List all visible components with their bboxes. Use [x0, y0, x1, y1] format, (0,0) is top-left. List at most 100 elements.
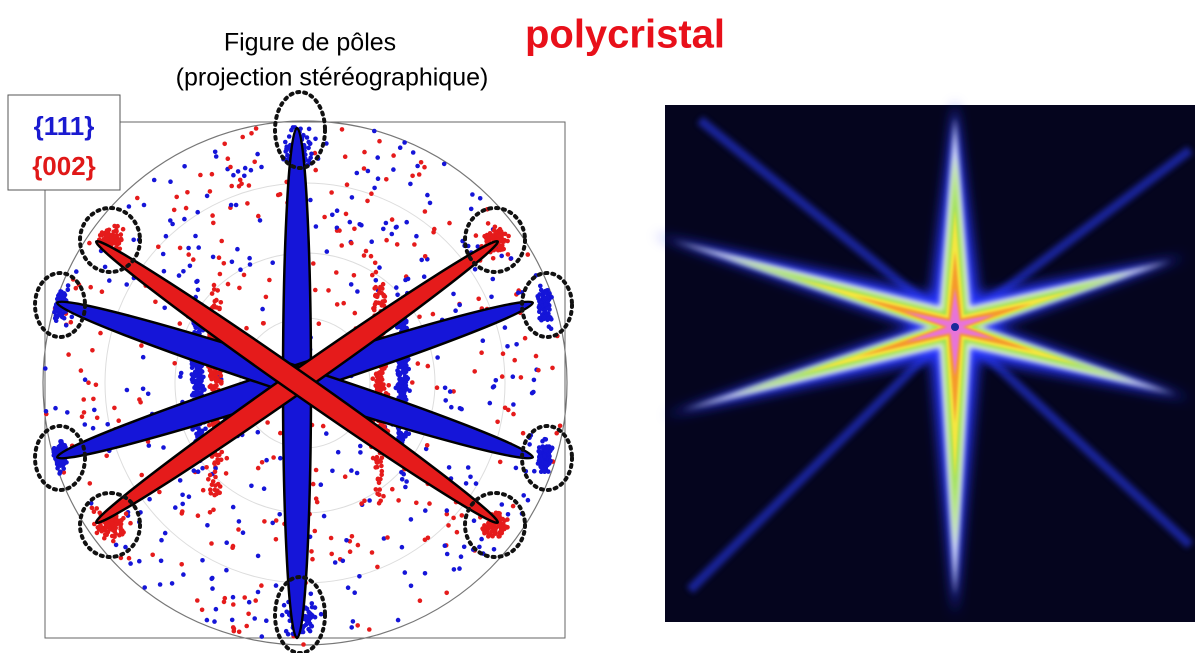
- point: [493, 378, 499, 383]
- point: [207, 422, 212, 428]
- point: [104, 228, 110, 233]
- point: [255, 589, 261, 595]
- point: [403, 383, 409, 388]
- point: [259, 583, 264, 588]
- point: [381, 536, 387, 541]
- point: [161, 445, 166, 450]
- point: [99, 289, 105, 295]
- point: [425, 192, 430, 198]
- point: [312, 528, 318, 534]
- point: [542, 308, 548, 314]
- point: [410, 150, 416, 155]
- point: [187, 263, 193, 269]
- point: [65, 410, 70, 415]
- point: [246, 599, 252, 605]
- point: [425, 363, 431, 369]
- point: [549, 446, 554, 452]
- point: [213, 466, 218, 471]
- point: [447, 389, 453, 394]
- point: [329, 190, 334, 195]
- star-layer: [903, 288, 996, 377]
- point: [316, 321, 322, 327]
- point: [486, 534, 491, 539]
- point: [304, 135, 310, 140]
- point: [140, 386, 146, 392]
- point: [162, 305, 167, 311]
- point: [159, 537, 164, 543]
- point: [389, 231, 395, 237]
- point: [126, 204, 132, 209]
- point: [511, 402, 516, 407]
- point: [112, 240, 117, 246]
- point: [459, 406, 464, 412]
- point: [385, 535, 390, 540]
- point: [394, 285, 399, 290]
- point: [195, 598, 200, 603]
- point: [92, 407, 97, 413]
- point: [60, 441, 65, 447]
- point: [178, 370, 184, 376]
- point: [337, 228, 342, 233]
- point: [349, 625, 355, 630]
- point: [245, 201, 250, 206]
- point: [549, 294, 554, 300]
- point: [485, 221, 491, 226]
- point: [224, 455, 230, 461]
- point: [86, 380, 91, 386]
- point: [128, 561, 133, 566]
- point: [396, 498, 401, 503]
- point: [416, 172, 422, 177]
- point: [402, 376, 408, 381]
- point: [423, 446, 429, 452]
- point: [358, 443, 363, 449]
- point: [417, 598, 423, 603]
- point: [63, 323, 69, 328]
- point: [533, 353, 539, 359]
- point: [399, 477, 405, 482]
- point: [212, 385, 217, 391]
- point: [442, 543, 448, 548]
- point: [113, 525, 118, 531]
- point: [367, 627, 372, 632]
- point: [191, 468, 197, 474]
- point: [69, 314, 75, 320]
- point: [310, 481, 316, 487]
- point: [379, 472, 385, 478]
- point: [324, 249, 330, 254]
- point: [248, 167, 254, 173]
- point: [285, 152, 290, 158]
- point: [241, 272, 247, 278]
- point: [73, 285, 79, 291]
- point: [215, 288, 220, 293]
- point: [157, 489, 162, 495]
- point: [193, 233, 198, 239]
- spindles: [55, 126, 535, 640]
- point: [219, 381, 224, 386]
- point: [278, 455, 283, 461]
- point: [505, 512, 511, 517]
- point: [212, 619, 217, 624]
- point: [540, 444, 545, 449]
- point: [375, 564, 380, 570]
- point: [235, 169, 241, 174]
- point: [408, 517, 414, 522]
- point: [240, 530, 246, 535]
- point: [458, 554, 464, 559]
- point: [211, 220, 216, 226]
- point: [422, 253, 428, 259]
- point: [378, 284, 383, 290]
- dotted-circle: [463, 491, 527, 559]
- point: [115, 223, 120, 229]
- point: [111, 538, 116, 544]
- point: [339, 127, 345, 132]
- point: [273, 537, 279, 542]
- point: [172, 361, 177, 366]
- point: [90, 348, 95, 353]
- point: [203, 426, 208, 432]
- point: [508, 256, 514, 261]
- point: [378, 459, 384, 464]
- point: [432, 226, 437, 232]
- point: [340, 558, 346, 564]
- point: [116, 418, 121, 424]
- point: [309, 549, 314, 554]
